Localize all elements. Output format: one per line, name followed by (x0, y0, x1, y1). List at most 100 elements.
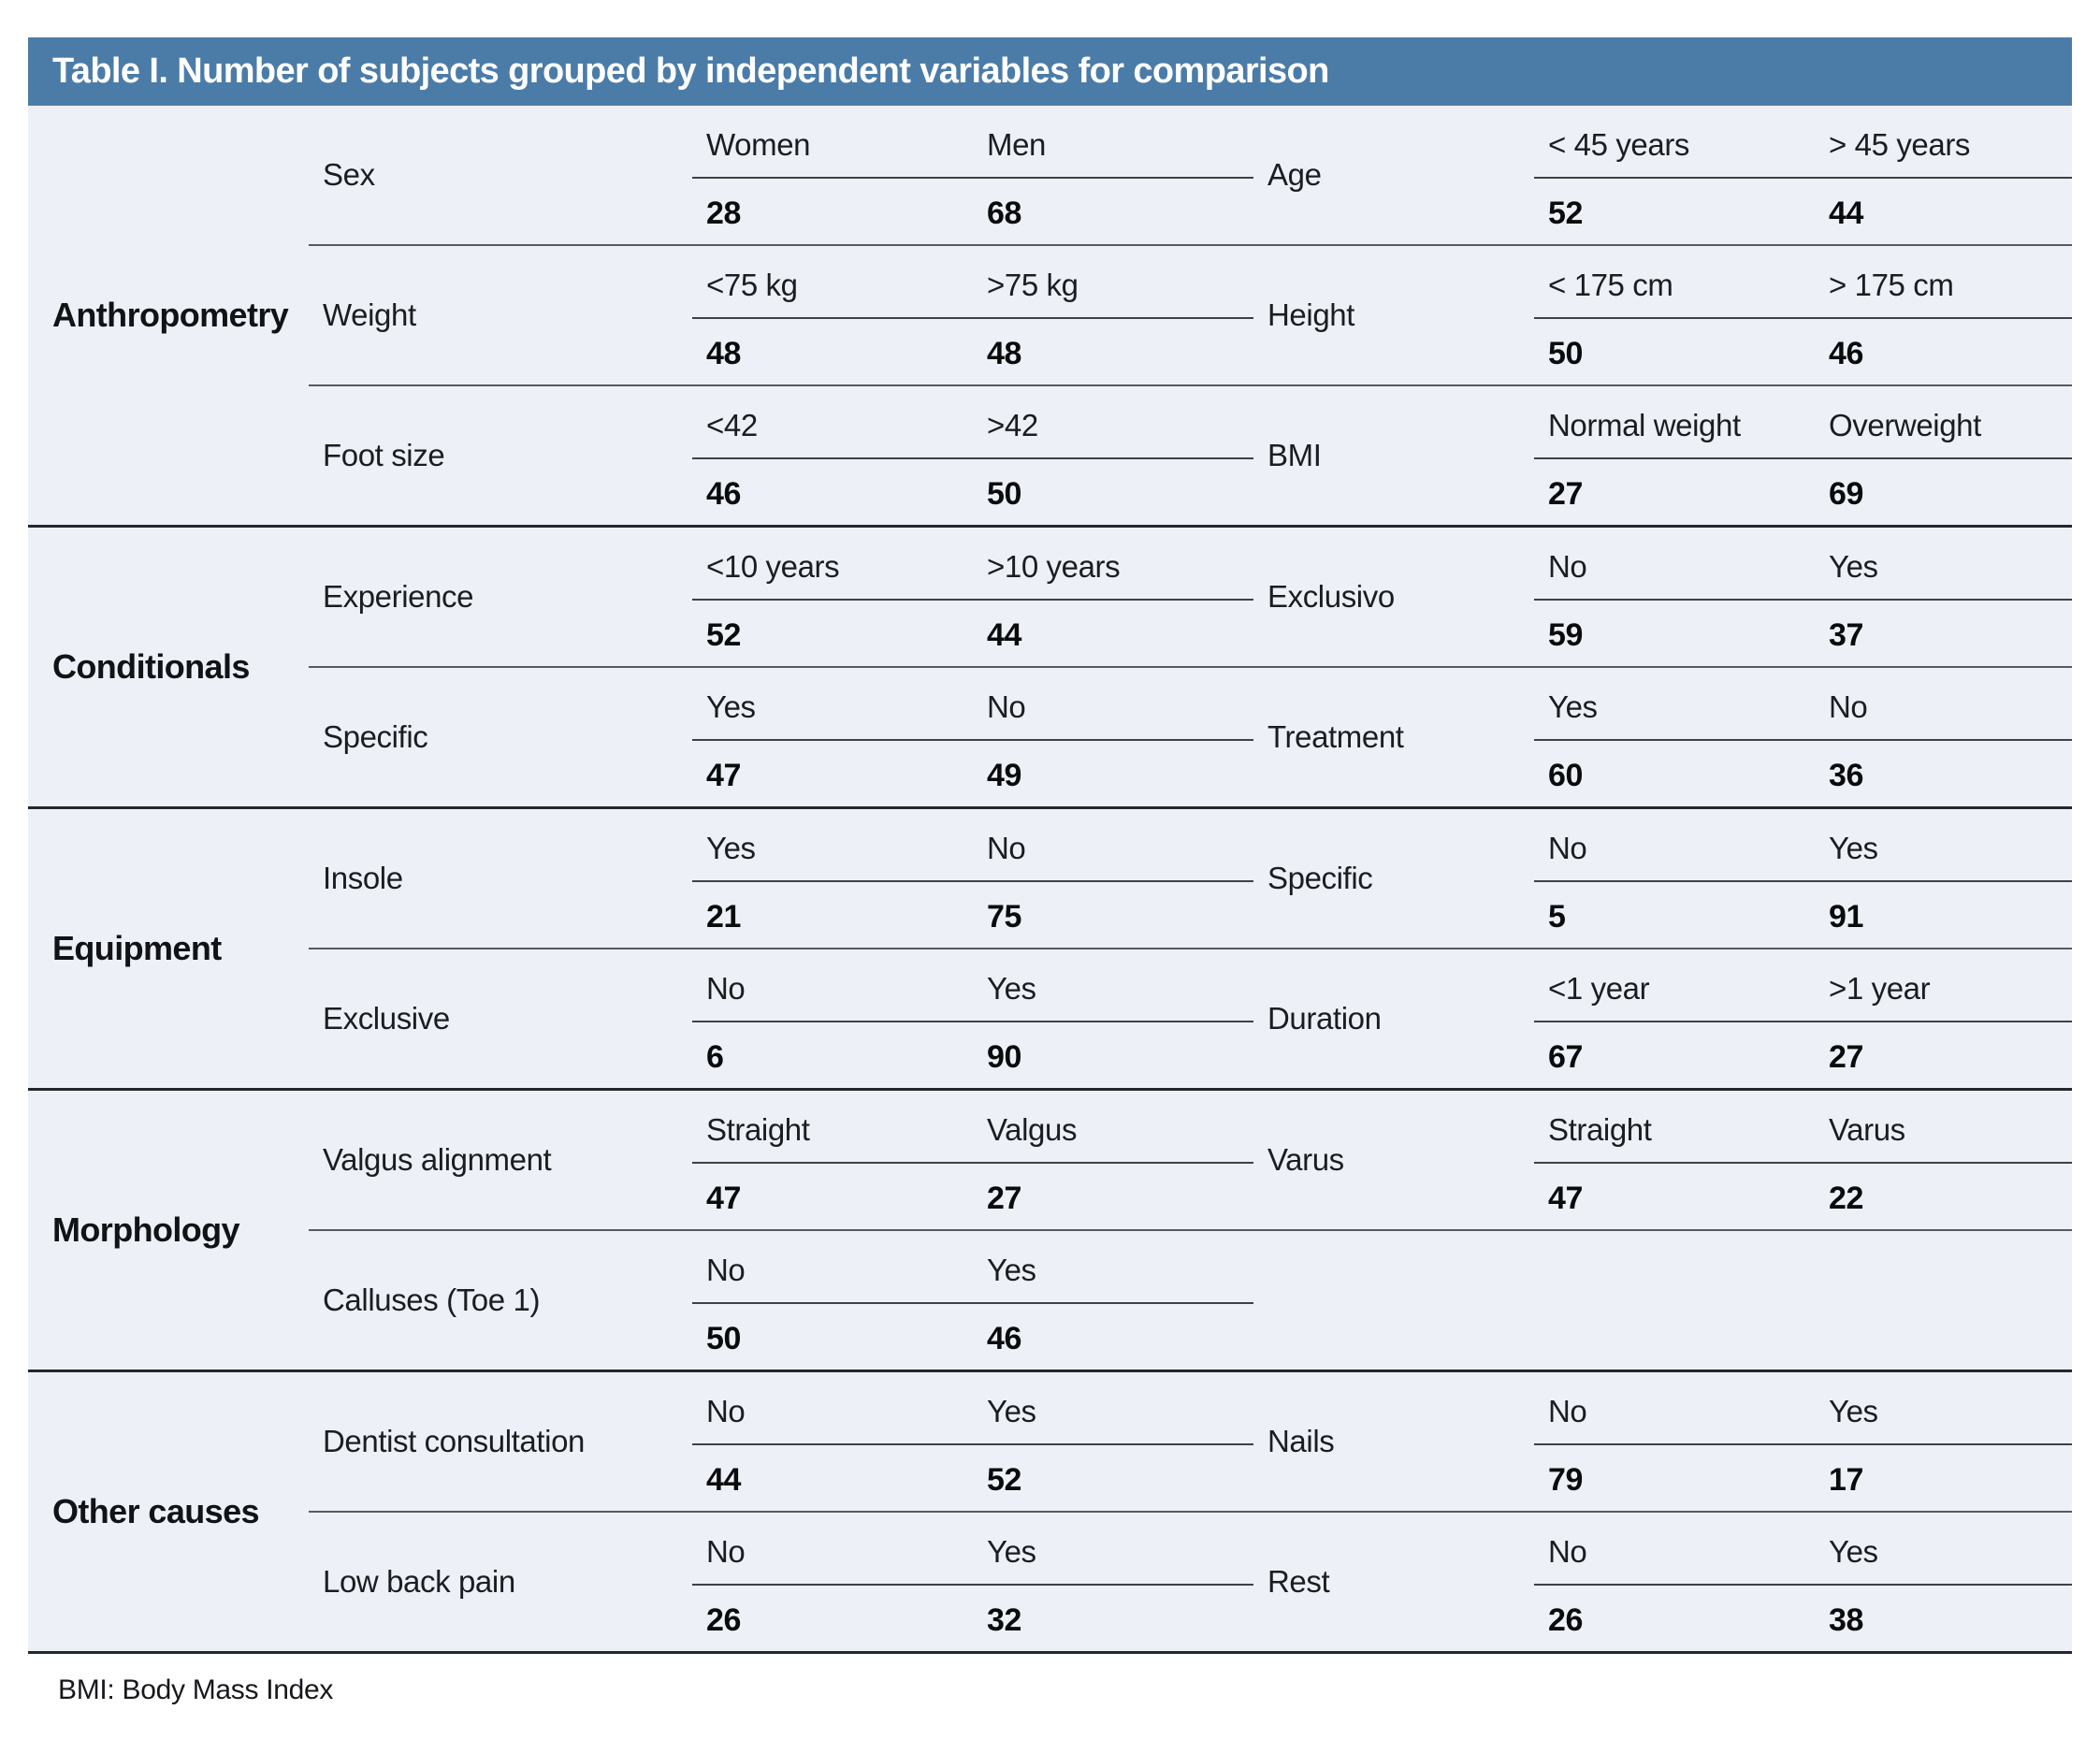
category-label: <10 years (692, 528, 973, 601)
count-value: 22 (1829, 1180, 1864, 1216)
variable-name-left: Sex (323, 157, 375, 192)
variable-row: Foot size <42 >42 BMI Normal weight Over… (309, 384, 2072, 525)
count-value: 28 (706, 195, 742, 231)
count-value: 52 (987, 1461, 1022, 1498)
variable-row: Insole Yes No Specific No Yes 21 75 5 91 (309, 809, 2072, 948)
variable-name-left: Specific (323, 719, 428, 754)
variable-name-right: BMI (1267, 438, 1322, 472)
variable-name-right: Specific (1267, 861, 1373, 895)
category-label (1534, 1231, 1815, 1304)
variable-name-right: Height (1267, 297, 1354, 332)
variable-row: Calluses (Toe 1) No Yes 50 46 (309, 1229, 2072, 1369)
group-label: Equipment (52, 929, 222, 967)
category-label: Yes (973, 1372, 1253, 1445)
count-value: 68 (987, 195, 1022, 231)
category-label: >42 (973, 386, 1253, 459)
count-value: 27 (1548, 475, 1584, 512)
count-value (1534, 1304, 1815, 1369)
table-group: Anthropometry Sex Women Men Age < 45 yea… (28, 106, 2072, 525)
count-value: 46 (706, 475, 742, 512)
category-label: < 175 cm (1534, 246, 1815, 319)
variable-row: Weight <75 kg >75 kg Height < 175 cm > 1… (309, 244, 2072, 384)
count-value: 27 (987, 1180, 1022, 1216)
variable-row: Low back pain No Yes Rest No Yes 26 32 2… (309, 1511, 2072, 1651)
variable-name-right: Age (1267, 157, 1322, 192)
count-value: 67 (1548, 1038, 1584, 1075)
category-label: Yes (973, 1513, 1253, 1586)
variable-name-right: Exclusivo (1267, 579, 1395, 614)
variable-name-left: Exclusive (323, 1001, 450, 1036)
count-value: 26 (706, 1601, 742, 1638)
table-group: Other causes Dentist consultation No Yes… (28, 1369, 2072, 1651)
group-label: Anthropometry (52, 296, 289, 334)
variable-row: Exclusive No Yes Duration <1 year >1 yea… (309, 948, 2072, 1088)
variable-row: Dentist consultation No Yes Nails No Yes… (309, 1372, 2072, 1511)
count-value: 52 (706, 616, 742, 653)
category-label: No (1534, 1372, 1815, 1445)
count-value: 27 (1829, 1038, 1864, 1075)
category-label: <42 (692, 386, 973, 459)
variable-name-left: Low back pain (323, 1564, 515, 1599)
category-label: Men (973, 106, 1253, 179)
count-value: 50 (706, 1320, 742, 1356)
category-label: < 45 years (1534, 106, 1815, 179)
variable-name-left: Calluses (Toe 1) (323, 1283, 541, 1317)
group-rows: Sex Women Men Age < 45 years > 45 years … (309, 106, 2072, 525)
category-label: <1 year (1534, 949, 1815, 1022)
group-label: Morphology (52, 1210, 240, 1249)
category-label: Yes (1815, 1372, 2072, 1445)
category-label: Overweight (1815, 386, 2072, 459)
count-value: 21 (706, 898, 742, 935)
category-label: No (692, 1372, 973, 1445)
variable-name-right: Varus (1267, 1142, 1344, 1177)
count-value: 49 (987, 757, 1022, 793)
category-label: Normal weight (1534, 386, 1815, 459)
table-group: Morphology Valgus alignment Straight Val… (28, 1088, 2072, 1369)
count-value: 26 (1548, 1601, 1584, 1638)
group-rows: Insole Yes No Specific No Yes 21 75 5 91… (309, 809, 2072, 1088)
variable-name-left: Experience (323, 579, 474, 614)
count-value: 75 (987, 898, 1022, 935)
subjects-table: Table I. Number of subjects grouped by i… (28, 37, 2072, 1654)
category-label: No (1534, 1513, 1815, 1586)
table-body: Anthropometry Sex Women Men Age < 45 yea… (28, 106, 2072, 1654)
count-value: 91 (1829, 898, 1864, 935)
variable-name-right: Treatment (1267, 719, 1404, 754)
variable-row: Sex Women Men Age < 45 years > 45 years … (309, 106, 2072, 244)
count-value: 48 (706, 335, 742, 371)
group-rows: Dentist consultation No Yes Nails No Yes… (309, 1372, 2072, 1651)
count-value: 44 (706, 1461, 742, 1498)
variable-name-left: Weight (323, 297, 416, 332)
count-value: 47 (706, 757, 742, 793)
group-label: Other causes (52, 1492, 260, 1530)
category-label: > 45 years (1815, 106, 2072, 179)
count-value: 47 (706, 1180, 742, 1216)
count-value: 59 (1548, 616, 1584, 653)
count-value: 60 (1548, 757, 1584, 793)
count-value: 50 (987, 475, 1022, 512)
category-label: Yes (692, 668, 973, 741)
variable-name-left: Insole (323, 861, 403, 895)
category-label: No (973, 809, 1253, 882)
category-label: >75 kg (973, 246, 1253, 319)
category-label: No (1534, 809, 1815, 882)
count-value: 46 (987, 1320, 1022, 1356)
count-value: 47 (1548, 1180, 1584, 1216)
count-value: 38 (1829, 1601, 1864, 1638)
variable-row: Valgus alignment Straight Valgus Varus S… (309, 1091, 2072, 1229)
table-title-bar: Table I. Number of subjects grouped by i… (28, 37, 2072, 106)
category-label: Varus (1815, 1091, 2072, 1164)
count-value: 50 (1548, 335, 1584, 371)
category-label: Yes (692, 809, 973, 882)
count-value: 36 (1829, 757, 1864, 793)
category-label: >10 years (973, 528, 1253, 601)
category-label: Yes (973, 1231, 1253, 1304)
category-label: No (692, 1513, 973, 1586)
count-value: 69 (1829, 475, 1864, 512)
variable-name-left: Valgus alignment (323, 1142, 552, 1177)
count-value: 5 (1548, 898, 1566, 935)
count-value: 90 (987, 1038, 1022, 1075)
variable-name-right: Rest (1267, 1564, 1330, 1599)
variable-name-left: Dentist consultation (323, 1424, 585, 1458)
